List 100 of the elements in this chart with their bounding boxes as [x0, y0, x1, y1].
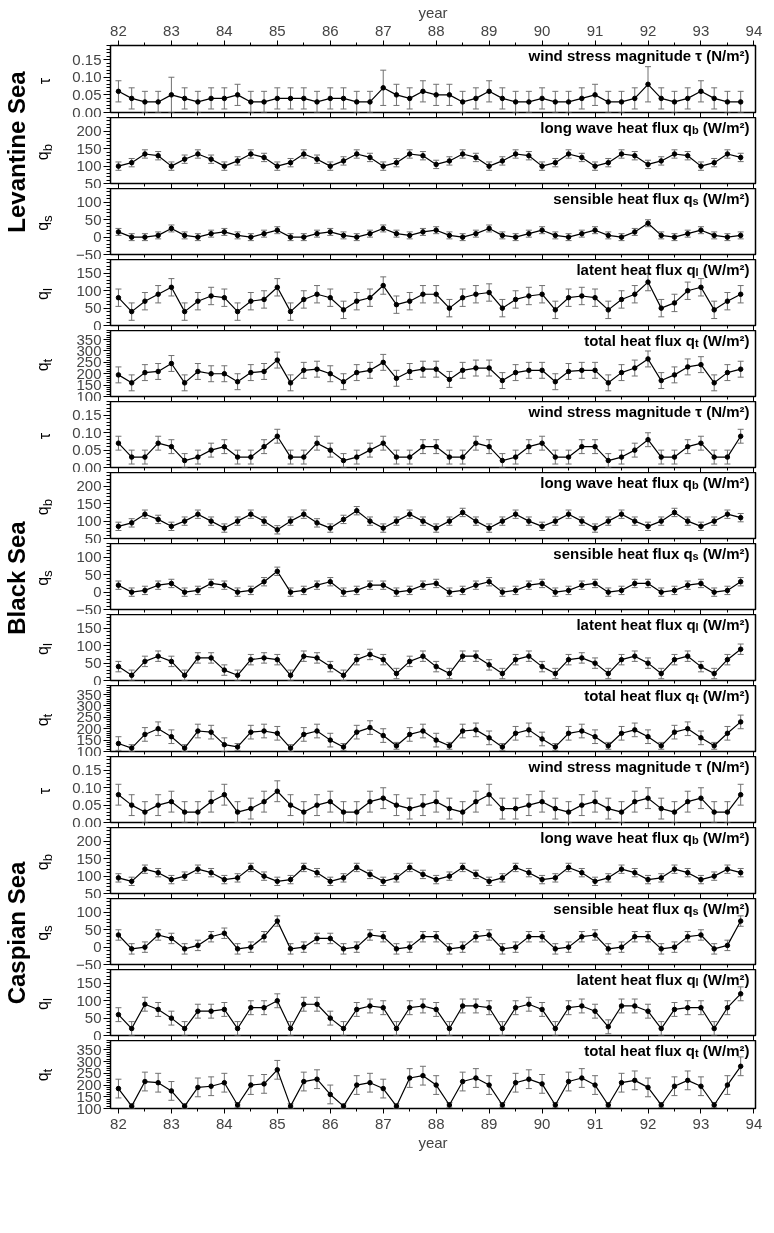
point: [393, 375, 400, 382]
point: [115, 1011, 122, 1018]
point: [261, 99, 267, 105]
point: [737, 991, 744, 997]
point: [340, 378, 347, 385]
point: [671, 1006, 678, 1013]
point: [539, 1081, 545, 1087]
point: [380, 732, 386, 739]
y-tick-label: 0.10: [72, 68, 102, 86]
point: [115, 372, 122, 378]
point: [592, 1082, 598, 1088]
x-tick-label: 84: [216, 1114, 233, 1132]
point: [155, 368, 161, 375]
point: [314, 1076, 320, 1082]
point: [367, 367, 373, 374]
point: [353, 369, 360, 376]
point: [142, 1078, 148, 1085]
y-tick-label: 100: [76, 281, 102, 299]
point: [737, 433, 744, 439]
point: [208, 447, 214, 453]
x2-tick-label: 85: [268, 21, 286, 39]
x-tick-label: 82: [110, 1114, 127, 1132]
point: [142, 731, 148, 738]
point: [459, 1078, 466, 1085]
y-tick-label: 50: [84, 920, 102, 938]
point: [314, 291, 320, 297]
point: [327, 294, 334, 301]
point: [459, 99, 466, 105]
point: [565, 730, 572, 737]
point: [181, 308, 188, 315]
point: [632, 365, 638, 371]
point: [565, 809, 572, 815]
point: [274, 284, 281, 291]
point: [168, 733, 175, 740]
chart-title: latent heat flux ql (W/m²): [576, 615, 750, 633]
point: [195, 298, 201, 304]
point: [168, 443, 175, 450]
point: [420, 443, 426, 450]
point: [459, 294, 466, 301]
point: [698, 361, 704, 368]
x-tick-label: 83: [163, 1114, 180, 1132]
point: [155, 99, 161, 105]
point: [684, 1077, 691, 1084]
point: [724, 454, 731, 460]
point: [711, 307, 717, 313]
point: [579, 95, 585, 102]
point: [645, 1008, 651, 1014]
point: [486, 735, 492, 741]
point: [340, 457, 347, 464]
point: [605, 1024, 612, 1030]
point: [711, 809, 717, 815]
point: [539, 291, 545, 297]
x2-tick-label: 83: [163, 21, 180, 39]
point: [115, 440, 122, 446]
point: [287, 308, 294, 315]
point: [327, 1091, 334, 1098]
x-tick-label: 89: [480, 1114, 498, 1132]
point: [446, 92, 453, 98]
y-axis-title: τ: [36, 77, 53, 85]
point: [181, 809, 188, 815]
point: [645, 795, 651, 801]
point: [115, 88, 122, 95]
point: [645, 81, 651, 88]
point: [420, 1003, 426, 1009]
point: [380, 1085, 386, 1092]
point: [486, 1004, 492, 1011]
point: [526, 99, 532, 105]
y-axis-title: τ: [36, 432, 53, 440]
point: [737, 791, 744, 798]
x-tick-label: 87: [374, 1114, 392, 1132]
chart-title: latent heat flux ql (W/m²): [576, 260, 750, 278]
x-tick-label: 90: [533, 1114, 551, 1132]
point: [327, 798, 334, 805]
y-tick-label: 0.15: [72, 761, 102, 779]
point: [128, 454, 135, 460]
point: [724, 809, 731, 815]
chart-title: sensible heat flux qs (W/m²): [553, 544, 750, 562]
point: [406, 1075, 413, 1081]
x-axis-title: year: [418, 1133, 448, 1151]
point: [393, 454, 400, 460]
point: [684, 288, 691, 294]
point: [671, 1083, 678, 1089]
point: [221, 791, 228, 798]
point: [287, 1025, 294, 1032]
point: [367, 798, 373, 805]
point: [287, 95, 294, 102]
point: [274, 95, 281, 102]
chart-title: long wave heat flux qb (W/m²): [540, 118, 750, 136]
point: [314, 99, 320, 105]
x2-tick-label: 87: [374, 21, 392, 39]
point: [632, 1003, 638, 1009]
y-tick-label: 200: [76, 477, 102, 495]
point: [671, 809, 678, 815]
y-tick-label: 0: [93, 583, 102, 601]
y-tick-label: 100: [76, 636, 102, 654]
point: [433, 737, 439, 743]
y-tick-label: 50: [84, 565, 102, 583]
point: [155, 726, 161, 732]
point: [353, 1082, 360, 1088]
point: [552, 307, 559, 313]
